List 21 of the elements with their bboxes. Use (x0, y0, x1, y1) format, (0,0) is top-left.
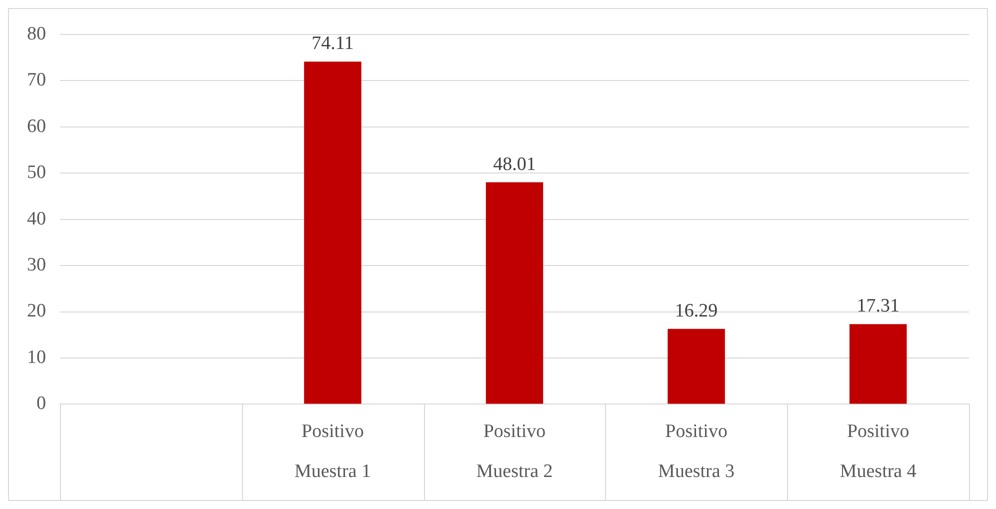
y-tick-label: 10 (27, 346, 46, 368)
y-tick-label: 30 (27, 254, 46, 276)
y-tick-label: 70 (27, 70, 46, 91)
bar (304, 62, 362, 404)
bar (668, 328, 725, 404)
data-label: 16.29 (674, 300, 718, 322)
y-tick-label: 60 (27, 116, 46, 137)
x-tick-label: Positivo Muestra 4 (840, 421, 917, 482)
data-label: 17.31 (856, 296, 900, 317)
y-tick-label: 80 (27, 23, 46, 44)
data-label: 48.01 (493, 154, 536, 175)
data-label: 74.11 (312, 33, 354, 54)
x-tick-label: Positivo Muestra 1 (294, 421, 371, 482)
x-tick-label: Positivo Muestra 3 (658, 421, 735, 482)
bar (486, 182, 544, 404)
y-tick-label: 20 (27, 300, 46, 322)
x-tick-label: Positivo Muestra 2 (476, 421, 553, 482)
y-tick-label: 0 (36, 393, 46, 414)
bar (849, 324, 907, 404)
y-tick-label: 50 (27, 162, 46, 184)
y-tick-label: 40 (27, 208, 46, 230)
